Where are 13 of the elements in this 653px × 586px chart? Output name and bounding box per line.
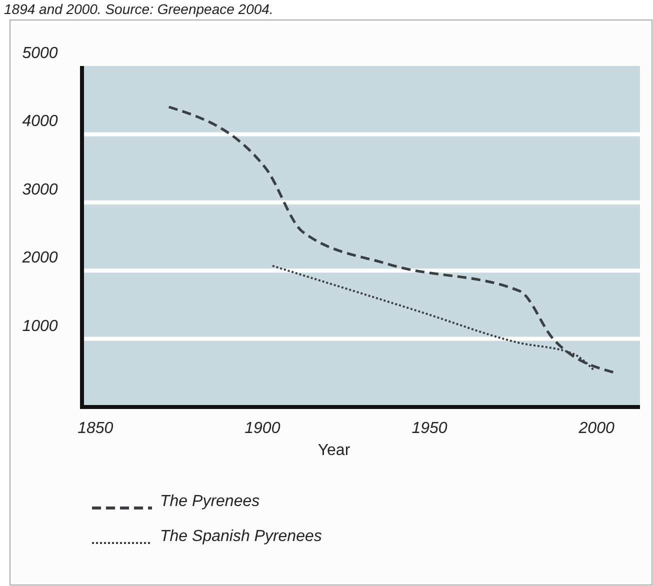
y-tick-label: 4000 [22,113,58,130]
x-tick-label: 1850 [78,420,114,437]
y-tick-label: 2000 [21,250,58,267]
text: 1894 and 2000. Source: Greenpeace 2004. [4,1,274,17]
y-tick-label: 5000 [22,45,58,62]
y-tick-label: 1000 [22,318,58,335]
x-tick-label: 1950 [412,420,448,437]
x-tick-label: 1900 [244,420,280,437]
legend-label: The Spanish Pyrenees [160,528,322,545]
y-tick-label: 3000 [22,181,58,198]
x-tick-label: 2000 [578,420,614,437]
legend-label: The Pyrenees [160,493,260,510]
x-axis-title: Year [318,442,351,459]
